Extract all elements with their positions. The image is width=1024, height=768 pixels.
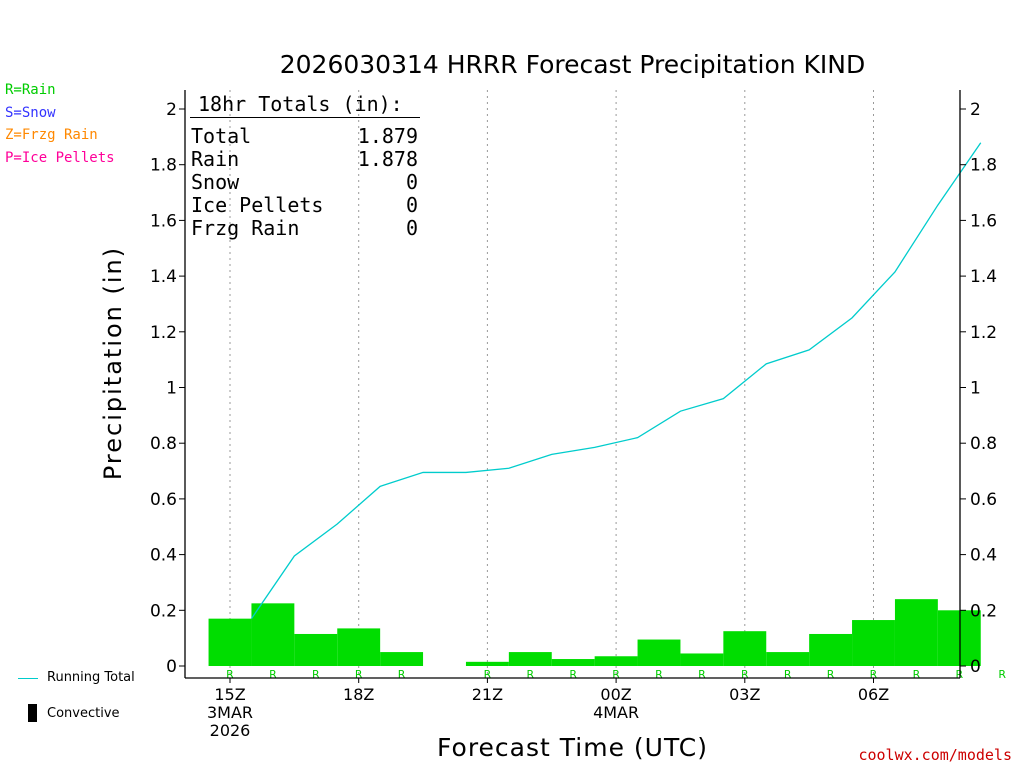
running-total-legend-label: Running Total xyxy=(47,670,135,685)
totals-row-label: Snow xyxy=(191,170,240,194)
legend-ice-pellets: P=Ice Pellets xyxy=(5,150,115,166)
y-tick-label-right: 0.6 xyxy=(970,490,997,510)
y-tick-label-right: 0 xyxy=(970,657,981,677)
x-tick-label: 06Z xyxy=(858,685,889,704)
ptype-marker: R xyxy=(870,668,878,681)
ptype-marker: R xyxy=(398,668,406,681)
totals-row-value: 0 xyxy=(405,216,418,240)
x-tick-label: 4MAR xyxy=(593,703,639,722)
axis-layer: 0 00.2 0.20.4 0.40.6 0.60.8 0.81 11.2 1.21.4 1.4… xyxy=(150,90,997,740)
y-tick-label-right: 0.2 xyxy=(970,601,997,621)
y-tick-label-left: 1.8 xyxy=(150,156,177,176)
totals-header-underline xyxy=(190,117,420,118)
y-tick-label-right: 2 xyxy=(970,100,981,120)
x-tick-label: 00Z xyxy=(600,685,631,704)
y-tick-label-left: 1 xyxy=(166,379,177,399)
y-tick-label-left: 2 xyxy=(166,100,177,120)
line-layer xyxy=(250,142,982,620)
y-tick-label-right: 0.4 xyxy=(970,546,997,566)
precip-bar xyxy=(508,652,552,666)
ptype-marker: R xyxy=(312,668,320,681)
ptype-marker: R xyxy=(226,668,234,681)
y-tick-label-right: 0.8 xyxy=(970,434,997,454)
y-tick-label-left: 0.2 xyxy=(150,601,177,621)
precip-bar xyxy=(594,656,638,666)
totals-row-value: 1.879 xyxy=(357,124,418,148)
totals-row-label: Frzg Rain xyxy=(191,216,300,240)
ptype-marker: R xyxy=(998,668,1006,681)
precip-bar xyxy=(809,633,853,666)
y-tick-label-right: 1.4 xyxy=(970,267,997,287)
precip-bar xyxy=(723,631,767,666)
convective-swatch xyxy=(28,704,37,722)
chart-title: 2026030314 HRRR Forecast Precipitation K… xyxy=(279,50,866,79)
precip-bar xyxy=(380,652,424,666)
legend-snow: S=Snow xyxy=(5,105,56,121)
grid-layer xyxy=(229,90,874,678)
running-total-line xyxy=(250,142,982,620)
x-tick-label: 2026 xyxy=(210,721,251,740)
precip-bar xyxy=(852,620,895,666)
y-tick-label-right: 1.8 xyxy=(970,156,997,176)
x-tick-label: 03Z xyxy=(729,685,760,704)
precip-bar xyxy=(251,603,295,666)
precip-bar xyxy=(937,610,981,666)
x-axis-label: Forecast Time (UTC) xyxy=(437,733,708,762)
totals-row-label: Total xyxy=(191,124,252,148)
bar-layer xyxy=(208,599,981,666)
legend-frzg-rain: Z=Frzg Rain xyxy=(5,127,98,143)
y-tick-label-left: 0.4 xyxy=(150,546,177,566)
y-axis-label: Precipitation (in) xyxy=(99,245,127,481)
ptype-marker: R xyxy=(827,668,835,681)
totals-row-value: 0 xyxy=(405,193,418,217)
y-tick-label-right: 1.2 xyxy=(970,323,997,343)
y-tick-label-left: 0 xyxy=(166,657,177,677)
running-total-swatch xyxy=(18,678,38,679)
ptype-marker: R xyxy=(612,668,620,681)
ptype-marker: R xyxy=(569,668,577,681)
y-tick-label-left: 1.2 xyxy=(150,323,177,343)
watermark: coolwx.com/models xyxy=(858,746,1012,764)
x-tick-label: 15Z xyxy=(214,685,245,704)
y-tick-label-left: 0.8 xyxy=(150,434,177,454)
y-tick-label-left: 0.6 xyxy=(150,490,177,510)
precip-bar xyxy=(551,659,595,666)
ptype-marker: R xyxy=(355,668,363,681)
x-tick-label: 18Z xyxy=(343,685,374,704)
ptype-marker: R xyxy=(741,668,749,681)
precip-bar xyxy=(680,653,724,666)
totals-row-value: 1.878 xyxy=(357,147,418,171)
precip-bar xyxy=(637,639,681,666)
x-tick-label: 21Z xyxy=(472,685,503,704)
ptype-marker: R xyxy=(269,668,277,681)
totals-row-label: Ice Pellets xyxy=(191,193,324,217)
ptype-marker: R xyxy=(784,668,792,681)
ptype-marker: R xyxy=(655,668,663,681)
y-tick-label-left: 1.6 xyxy=(150,211,177,231)
ptype-marker: R xyxy=(698,668,706,681)
totals-row-value: 0 xyxy=(405,170,418,194)
x-tick-label: 3MAR xyxy=(207,703,253,722)
ptype-marker: R xyxy=(526,668,534,681)
convective-legend-label: Convective xyxy=(47,706,120,721)
precip-bar xyxy=(294,633,338,666)
totals-header: 18hr Totals (in): xyxy=(198,92,403,116)
precip-bar xyxy=(465,661,509,666)
ptype-marker: R xyxy=(484,668,492,681)
precip-bar xyxy=(894,599,938,666)
precip-bar xyxy=(208,618,252,666)
legend-rain: R=Rain xyxy=(5,82,56,98)
precip-bar xyxy=(337,628,381,666)
y-tick-label-right: 1.6 xyxy=(970,211,997,231)
ptype-marker: R xyxy=(913,668,921,681)
totals-row-label: Rain xyxy=(191,147,240,171)
y-tick-label-right: 1 xyxy=(970,379,981,399)
y-tick-label-left: 1.4 xyxy=(150,267,177,287)
precip-bar xyxy=(766,652,810,666)
